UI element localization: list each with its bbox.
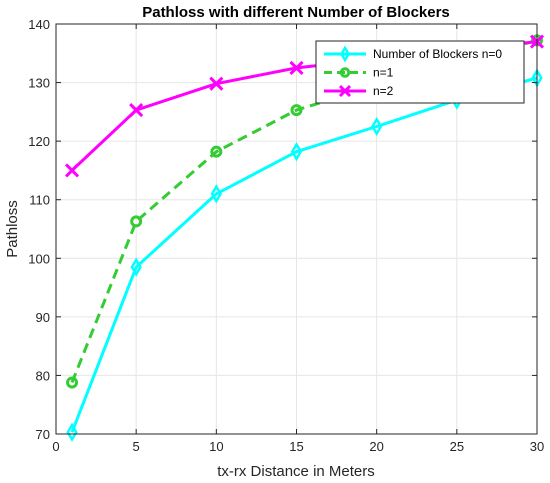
data-point-stroke xyxy=(129,103,144,118)
legend-marker-stroke xyxy=(338,84,352,98)
legend-entry: n=1 xyxy=(373,66,394,80)
x-tick-label: 25 xyxy=(450,439,464,454)
data-point xyxy=(66,376,79,389)
y-tick-label: 110 xyxy=(29,193,50,208)
y-tick-label: 140 xyxy=(28,17,50,32)
data-point xyxy=(290,142,303,162)
x-tick-label: 5 xyxy=(133,439,140,454)
data-point xyxy=(371,116,383,137)
data-point xyxy=(289,60,304,75)
y-tick-label: 100 xyxy=(28,251,50,266)
x-tick-label: 15 xyxy=(289,439,303,454)
legend-entry: Number of Blockers n=0 xyxy=(373,47,502,61)
data-point-stroke xyxy=(64,163,80,178)
y-tick-label: 80 xyxy=(36,368,50,383)
data-point xyxy=(210,145,223,158)
data-point xyxy=(209,76,224,91)
data-point xyxy=(129,103,144,118)
y-tick-label: 70 xyxy=(36,427,50,442)
legend-entry: n=2 xyxy=(373,84,394,98)
ticks: 0 5 10 15 20 25 30 70 80 90 100 110 120 130 140 xyxy=(28,17,544,454)
x-axis-label: tx-rx Distance in Meters xyxy=(217,463,375,480)
data-point xyxy=(290,104,303,117)
x-tick-label: 0 xyxy=(52,439,59,454)
legend: Number of Blockers n=0 n=1 n=2 xyxy=(315,40,525,104)
data-point-stroke xyxy=(289,60,304,75)
data-point xyxy=(66,422,78,442)
legend-marker xyxy=(339,67,351,78)
data-point xyxy=(130,215,143,228)
y-tick-label: 130 xyxy=(28,76,50,91)
y-tick-label: 120 xyxy=(28,134,50,149)
data-point xyxy=(64,163,80,178)
x-tick-label: 30 xyxy=(530,439,544,454)
y-tick-label: 90 xyxy=(36,310,50,325)
data-point xyxy=(130,257,142,277)
chart-title: Pathloss with different Number of Blocke… xyxy=(142,4,450,21)
y-axis-label: Pathloss xyxy=(4,200,21,258)
legend-marker xyxy=(340,45,350,63)
data-point-stroke xyxy=(209,76,224,91)
legend-marker xyxy=(338,84,352,98)
data-point xyxy=(210,184,222,204)
x-tick-label: 10 xyxy=(209,439,223,454)
x-tick-label: 20 xyxy=(369,439,383,454)
